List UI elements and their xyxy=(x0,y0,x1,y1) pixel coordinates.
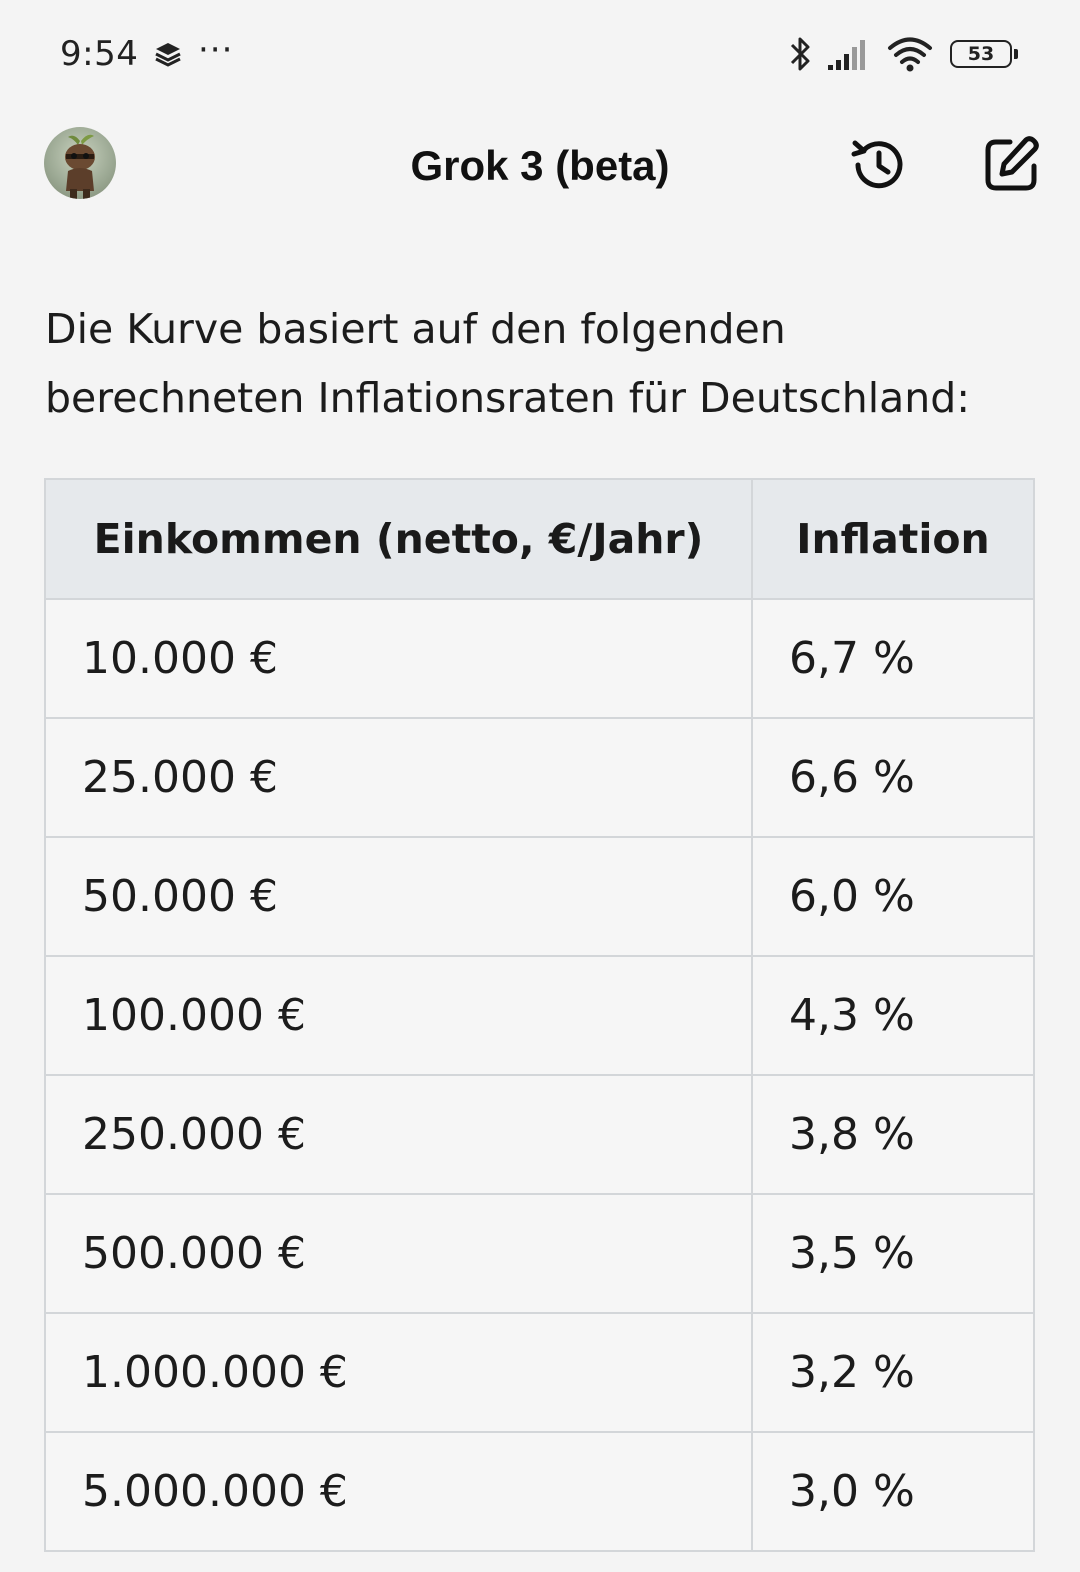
income-cell: 1.000.000 € xyxy=(44,1312,753,1433)
status-bar: 9:54 ··· 53 xyxy=(0,0,1080,108)
avatar[interactable] xyxy=(44,127,116,199)
income-cell: 100.000 € xyxy=(44,955,753,1076)
table-row: 10.000 € 6,7 % xyxy=(44,598,1035,719)
inflation-cell: 3,8 % xyxy=(751,1074,1035,1195)
table-header-row: Einkommen (netto, €/Jahr) Inflation xyxy=(44,478,1035,600)
status-more-icon: ··· xyxy=(198,30,234,70)
inflation-cell: 3,2 % xyxy=(751,1312,1035,1433)
message-line: berechneten Inflationsraten für Deutschl… xyxy=(45,374,971,422)
inflation-table: Einkommen (netto, €/Jahr) Inflation 10.0… xyxy=(44,478,1035,1552)
avatar-figure-icon xyxy=(65,134,95,199)
inflation-cell: 6,7 % xyxy=(751,598,1035,719)
table-row: 1.000.000 € 3,2 % xyxy=(44,1312,1035,1433)
page-title: Grok 3 (beta) xyxy=(410,142,670,189)
status-time: 9:54 xyxy=(60,34,139,74)
income-cell: 250.000 € xyxy=(44,1074,753,1195)
income-cell: 5.000.000 € xyxy=(44,1431,753,1552)
message-line: Die Kurve basiert auf den folgenden xyxy=(45,305,786,353)
inflation-cell: 3,5 % xyxy=(751,1193,1035,1314)
wifi-icon xyxy=(888,37,932,72)
column-header-income: Einkommen (netto, €/Jahr) xyxy=(44,478,753,600)
income-cell: 10.000 € xyxy=(44,598,753,719)
signal-icon xyxy=(828,40,865,70)
bluetooth-icon xyxy=(790,37,810,71)
inflation-cell: 6,6 % xyxy=(751,717,1035,838)
table-row: 25.000 € 6,6 % xyxy=(44,717,1035,838)
inflation-cell: 4,3 % xyxy=(751,955,1035,1076)
income-cell: 25.000 € xyxy=(44,717,753,838)
assistant-message-text: Die Kurve basiert auf den folgenden bere… xyxy=(45,295,1035,433)
new-chat-edit-icon[interactable] xyxy=(982,134,1042,194)
income-cell: 500.000 € xyxy=(44,1193,753,1314)
column-header-inflation: Inflation xyxy=(751,478,1035,600)
table-row: 50.000 € 6,0 % xyxy=(44,836,1035,957)
battery-icon: 53 xyxy=(950,40,1018,68)
inflation-cell: 3,0 % xyxy=(751,1431,1035,1552)
status-indicators: 53 xyxy=(786,32,1018,76)
app-header: Grok 3 (beta) xyxy=(0,108,1080,228)
table-row: 100.000 € 4,3 % xyxy=(44,955,1035,1076)
inflation-cell: 6,0 % xyxy=(751,836,1035,957)
table-row: 500.000 € 3,5 % xyxy=(44,1193,1035,1314)
income-cell: 50.000 € xyxy=(44,836,753,957)
layers-icon xyxy=(155,43,181,67)
table-row: 250.000 € 3,8 % xyxy=(44,1074,1035,1195)
history-icon[interactable] xyxy=(848,134,910,196)
battery-level: 53 xyxy=(967,43,995,65)
table-row: 5.000.000 € 3,0 % xyxy=(44,1431,1035,1552)
